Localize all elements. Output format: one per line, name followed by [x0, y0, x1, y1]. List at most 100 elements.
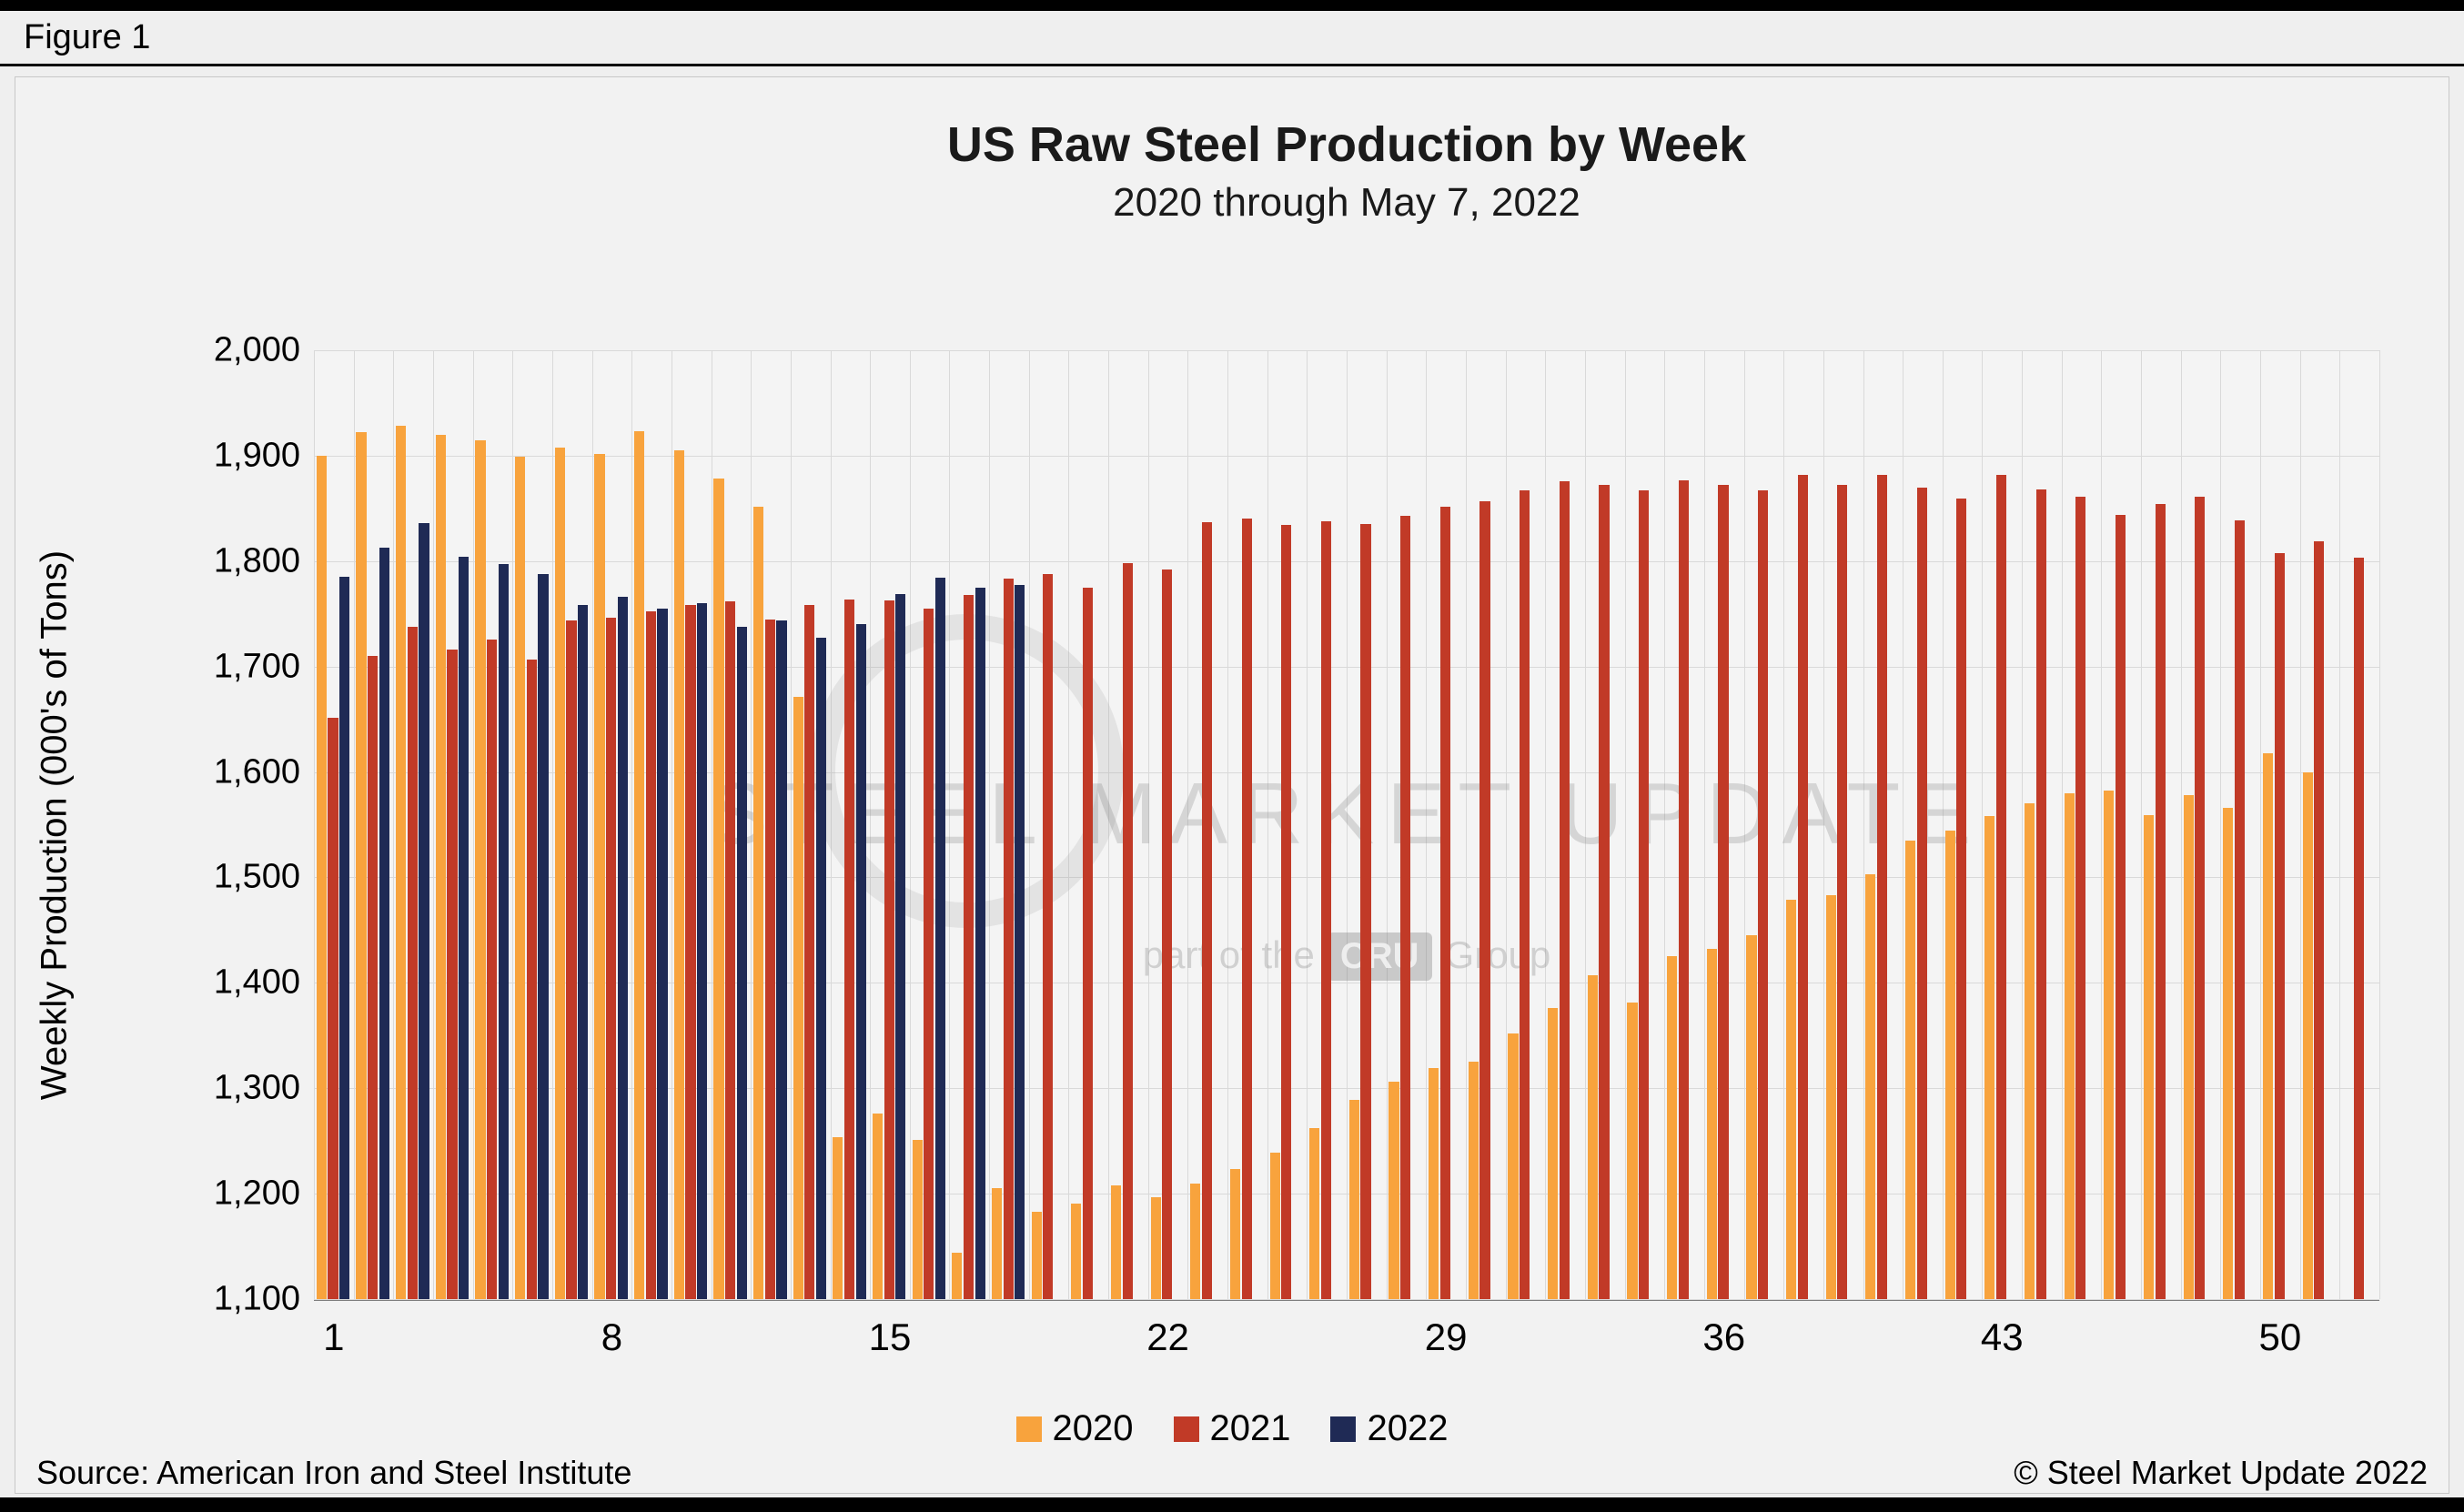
vertical-gridline: [1903, 350, 1904, 1299]
bar-2020-week-33: [1587, 975, 1598, 1299]
bar-2022-week-7: [578, 605, 589, 1299]
bar-2020-week-49: [2223, 807, 2234, 1299]
bar-2020-week-37: [1746, 935, 1757, 1299]
x-tick-label: 15: [868, 1315, 912, 1358]
vertical-gridline: [1703, 350, 1705, 1299]
bar-2020-week-29: [1429, 1068, 1439, 1299]
bar-2020-week-1: [316, 455, 327, 1299]
bar-2020-week-27: [1348, 1099, 1359, 1299]
bar-2022-week-12: [776, 620, 787, 1299]
bar-2021-week-6: [526, 659, 537, 1299]
bar-2020-week-3: [396, 426, 407, 1299]
bar-2021-week-11: [725, 600, 736, 1299]
bar-2020-week-32: [1548, 1008, 1559, 1299]
bar-2020-week-4: [435, 434, 446, 1299]
bar-2021-week-43: [1995, 474, 2007, 1299]
legend-item-2021: 2021: [1173, 1408, 1290, 1449]
top-border: [0, 0, 2464, 11]
bar-2021-week-10: [685, 605, 696, 1299]
vertical-gridline: [1863, 350, 1864, 1299]
legend-item-2022: 2022: [1330, 1408, 1448, 1449]
bar-2020-week-36: [1706, 949, 1717, 1299]
bar-2021-week-40: [1876, 474, 1888, 1299]
bar-2021-week-5: [487, 639, 498, 1299]
bar-2020-week-9: [634, 431, 645, 1299]
bar-2020-week-44: [2024, 803, 2035, 1299]
bar-2020-week-14: [833, 1136, 843, 1299]
horizontal-gridline: [314, 666, 2379, 668]
vertical-gridline: [2180, 350, 2182, 1299]
bar-2021-week-17: [963, 594, 974, 1299]
bar-2020-week-35: [1667, 956, 1678, 1299]
vertical-gridline: [1624, 350, 1626, 1299]
bar-2022-week-6: [538, 573, 549, 1299]
vertical-gridline: [1942, 350, 1944, 1299]
vertical-gridline: [1426, 350, 1428, 1299]
bar-2021-week-47: [2155, 504, 2166, 1299]
x-tick-label: 1: [323, 1315, 345, 1358]
y-tick-label: 1,400: [213, 963, 300, 1002]
bar-2020-week-18: [991, 1188, 1003, 1299]
vertical-gridline: [1068, 350, 1070, 1299]
vertical-gridline: [790, 350, 792, 1299]
vertical-gridline: [472, 350, 474, 1299]
vertical-gridline: [1267, 350, 1268, 1299]
vertical-gridline: [512, 350, 514, 1299]
bar-2020-week-2: [356, 432, 367, 1299]
bar-2022-week-16: [934, 578, 946, 1299]
bar-2020-week-50: [2262, 752, 2274, 1299]
bar-2021-week-28: [1400, 515, 1411, 1299]
bar-2021-week-35: [1678, 479, 1689, 1299]
bar-2022-week-4: [459, 557, 470, 1299]
bars-layer: [314, 350, 2379, 1299]
horizontal-gridline: [314, 877, 2379, 879]
legend-label-2022: 2022: [1367, 1408, 1449, 1448]
legend: 2020 2021 2022: [0, 1408, 2464, 1449]
vertical-gridline: [2141, 350, 2143, 1299]
horizontal-gridline: [314, 350, 2379, 351]
x-tick-label: 29: [1424, 1315, 1468, 1358]
vertical-gridline: [1505, 350, 1507, 1299]
vertical-gridline: [1545, 350, 1547, 1299]
bar-2020-week-7: [554, 447, 565, 1299]
plot-area: STEEL MARKET UPDATE part of the CRU Group: [314, 350, 2380, 1301]
bar-2021-week-29: [1439, 506, 1450, 1299]
bar-2020-week-47: [2143, 815, 2155, 1299]
bar-2020-week-39: [1825, 895, 1836, 1299]
vertical-gridline: [2339, 350, 2341, 1299]
bar-2021-week-3: [407, 626, 418, 1299]
bar-2021-week-23: [1201, 521, 1213, 1299]
bar-2021-week-16: [924, 608, 934, 1299]
vertical-gridline: [1386, 350, 1388, 1299]
bar-2020-week-51: [2302, 771, 2313, 1299]
bar-2020-week-23: [1190, 1183, 1201, 1299]
bar-2020-week-12: [753, 506, 764, 1299]
bar-2020-week-11: [713, 479, 724, 1299]
bar-2022-week-2: [379, 547, 389, 1299]
vertical-gridline: [591, 350, 593, 1299]
bar-2022-week-8: [617, 597, 628, 1299]
bar-2020-week-13: [793, 697, 803, 1299]
chart-subtitle: 2020 through May 7, 2022: [1113, 180, 1580, 225]
bar-2021-week-24: [1241, 519, 1252, 1299]
bar-2021-week-7: [566, 620, 577, 1299]
legend-swatch-2020: [1015, 1416, 1042, 1442]
vertical-gridline: [1028, 350, 1030, 1299]
bar-2022-week-13: [816, 638, 827, 1299]
vertical-gridline: [2220, 350, 2222, 1299]
vertical-gridline: [870, 350, 872, 1299]
bar-2020-week-41: [1904, 840, 1916, 1299]
bar-2021-week-45: [2075, 497, 2086, 1299]
bar-2020-week-28: [1389, 1082, 1399, 1299]
vertical-gridline: [1664, 350, 1666, 1299]
bar-2021-week-31: [1520, 490, 1530, 1299]
bar-2021-week-46: [2115, 514, 2126, 1299]
y-tick-label: 2,000: [213, 330, 300, 369]
bar-2020-week-40: [1865, 873, 1876, 1299]
bar-2022-week-11: [736, 626, 747, 1299]
vertical-gridline: [353, 350, 355, 1299]
y-tick-label: 1,700: [213, 647, 300, 686]
bar-2021-week-41: [1916, 487, 1927, 1299]
x-tick-label: 36: [1702, 1315, 1746, 1358]
